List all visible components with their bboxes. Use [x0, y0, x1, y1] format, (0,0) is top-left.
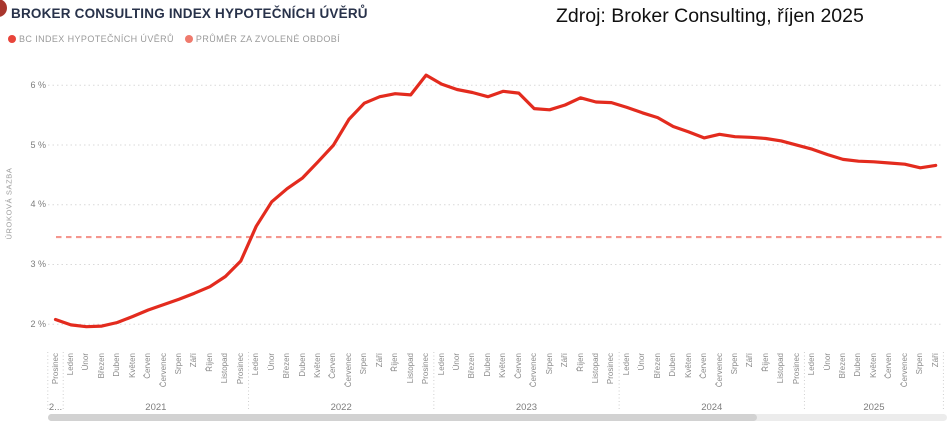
x-axis-year-label: 2021	[145, 402, 167, 413]
chart-legend: BC INDEX HYPOTEČNÍCH ÚVĚRŮ PRŮMĚR ZA ZVOL…	[8, 34, 340, 44]
y-tick-label: 2 %	[30, 318, 46, 329]
x-axis-month-label: Květen	[683, 353, 693, 378]
x-axis-month-label: Červen	[699, 353, 709, 379]
x-axis-month-label: Červenec	[714, 353, 724, 388]
x-axis-month-label: Leden	[621, 353, 631, 376]
chart-title: BROKER CONSULTING INDEX HYPOTEČNÍCH ÚVĚR…	[11, 6, 368, 21]
x-axis-month-label: Červenec	[899, 353, 909, 388]
x-axis-month-label: Září	[374, 353, 384, 368]
x-axis-month-label: Únor	[266, 353, 276, 371]
x-axis-month-label: Leden	[65, 353, 75, 376]
legend-item-average[interactable]: PRŮMĚR ZA ZVOLENÉ OBDOBÍ	[184, 34, 341, 44]
x-axis-year-label: 2022	[330, 402, 352, 413]
x-axis-month-label: Květen	[313, 353, 323, 378]
x-axis-month-label: Květen	[498, 353, 508, 378]
record-dot-icon	[0, 0, 7, 17]
x-axis-month-label: Srpen	[359, 353, 369, 375]
x-axis-month-label: Duben	[853, 353, 863, 377]
x-axis-month-label: Srpen	[915, 353, 925, 375]
y-tick-label: 6 %	[30, 79, 46, 90]
x-axis-month-label: Září	[189, 353, 199, 368]
x-axis-month-label: Březen	[282, 353, 292, 379]
x-axis-month-label: Červenec	[529, 353, 539, 388]
x-scrollbar-track[interactable]	[48, 414, 947, 421]
x-axis-month-label: Březen	[838, 353, 848, 379]
x-axis-month-label: Říjen	[204, 353, 214, 372]
x-axis-month-label: Březen	[467, 353, 477, 379]
legend-item-bc-index[interactable]: BC INDEX HYPOTEČNÍCH ÚVĚRŮ	[8, 34, 174, 44]
x-axis-month-label: Duben	[482, 353, 492, 377]
x-axis-month-label: Říjen	[390, 353, 400, 372]
x-scrollbar-thumb[interactable]	[48, 414, 757, 421]
x-axis-month-label: Prosinec	[791, 353, 801, 385]
x-axis-month-label: Duben	[297, 353, 307, 377]
x-axis-month-label: Březen	[652, 353, 662, 379]
y-tick-label: 5 %	[30, 139, 46, 150]
bc-index-line-series[interactable]	[53, 73, 938, 329]
x-axis-month-label: Únor	[451, 353, 461, 371]
x-axis-month-label: Leden	[807, 353, 817, 376]
x-axis-month-label: Leden	[251, 353, 261, 376]
x-axis-month-label: Říjen	[760, 353, 770, 372]
x-axis-month-label: Květen	[868, 353, 878, 378]
x-axis-year-label: 2...	[48, 402, 63, 413]
legend-dot-icon	[184, 35, 193, 43]
x-axis-month-label: Duben	[112, 353, 122, 377]
x-axis-month-label: Duben	[668, 353, 678, 377]
x-axis-month-label: Červen	[143, 353, 153, 379]
x-axis-month-label: Červenec	[158, 353, 168, 388]
x-axis-month-label: Prosinec	[50, 353, 60, 385]
legend-dot-icon	[8, 35, 16, 43]
x-axis-month-label: Prosinec	[606, 353, 616, 385]
legend-item-label: BC INDEX HYPOTEČNÍCH ÚVĚRŮ	[19, 34, 174, 44]
x-axis-month-label: Listopad	[590, 353, 600, 384]
x-axis-month-label: Listopad	[220, 353, 230, 384]
x-axis-month-label: Červenec	[343, 353, 353, 388]
x-axis-month-label: Září	[745, 353, 755, 368]
x-axis-month-label: Únor	[81, 353, 91, 371]
x-axis-month-label: Únor	[822, 353, 832, 371]
source-note: Zdroj: Broker Consulting, říjen 2025	[556, 5, 864, 27]
x-axis-month-label: Prosinec	[235, 353, 245, 385]
x-axis-month-label: Listopad	[405, 353, 415, 384]
x-axis-month-label: Březen	[96, 353, 106, 379]
x-axis-month-label: Září	[560, 353, 570, 368]
x-axis-month-label: Srpen	[174, 353, 184, 375]
x-axis-month-label: Srpen	[544, 353, 554, 375]
x-axis-year-label: 2025	[863, 402, 885, 413]
x-axis-month-label: Únor	[637, 353, 647, 371]
x-axis-month-label: Leden	[436, 353, 446, 376]
x-axis-month-label: Září	[930, 353, 940, 368]
x-axis-month-label: Červen	[513, 353, 523, 379]
x-axis-month-label: Listopad	[776, 353, 786, 384]
x-axis-year-label: 2024	[701, 402, 723, 413]
y-tick-label: 3 %	[30, 259, 46, 270]
x-axis-month-label: Květen	[127, 353, 137, 378]
x-axis-month-label: Červen	[328, 353, 338, 379]
x-axis-month-label: Říjen	[575, 353, 585, 372]
x-axis-month-label: Srpen	[729, 353, 739, 375]
y-tick-label: 4 %	[30, 199, 46, 210]
x-axis-year-label: 2023	[515, 402, 538, 413]
x-axis-month-label: Prosinec	[421, 353, 431, 385]
legend-item-label: PRŮMĚR ZA ZVOLENÉ OBDOBÍ	[195, 34, 341, 44]
x-axis-month-label: Červen	[884, 353, 894, 379]
